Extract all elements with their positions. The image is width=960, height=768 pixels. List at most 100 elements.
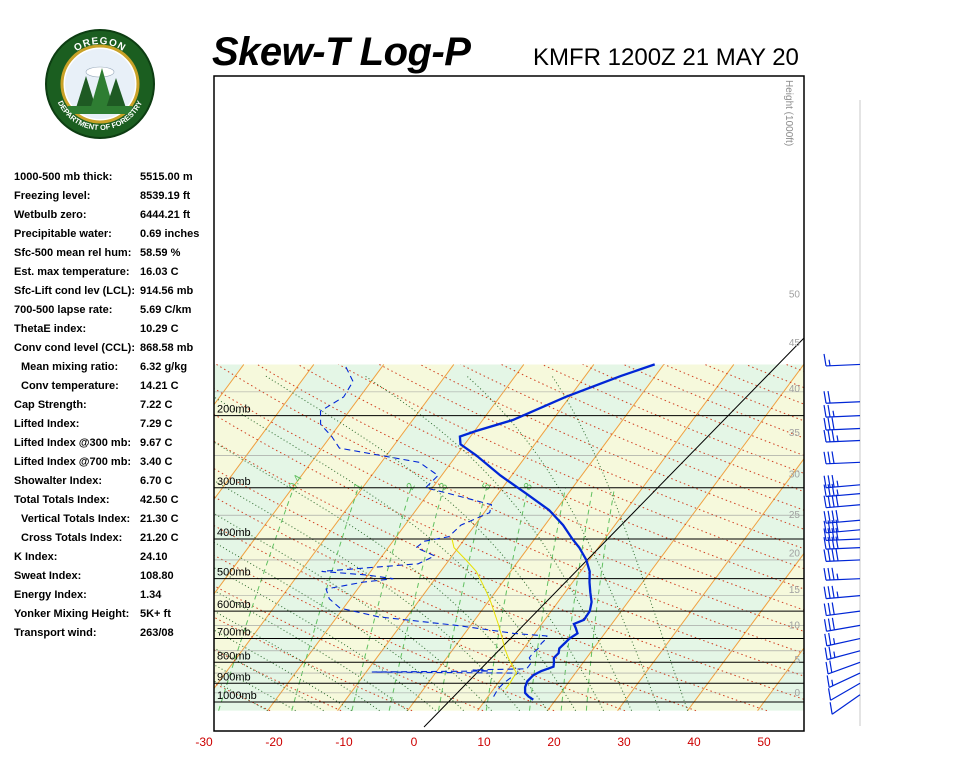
index-value: 0.69 inches bbox=[140, 228, 200, 240]
wind-barb-shaft bbox=[826, 415, 861, 418]
moist-adiabat-line bbox=[214, 680, 268, 712]
wind-barb bbox=[823, 494, 861, 509]
mixing-ratio-line bbox=[560, 487, 594, 711]
wind-barb-flag bbox=[824, 647, 828, 660]
index-row: Vertical Totals Index: 21.30 C bbox=[14, 510, 214, 529]
wind-barb-flag bbox=[823, 619, 828, 632]
index-label: ThetaE index: bbox=[14, 323, 87, 335]
isotherm-line bbox=[214, 364, 385, 595]
index-label: Sfc-Lift cond lev (LCL): bbox=[14, 285, 135, 297]
temperature-tick-label: -30 bbox=[195, 735, 213, 749]
mixing-ratio-line bbox=[291, 487, 359, 711]
isotherm-line bbox=[687, 552, 804, 711]
wind-barb-flag bbox=[823, 417, 827, 431]
wind-barb-flag bbox=[823, 528, 827, 541]
isotherm-line bbox=[214, 364, 455, 690]
index-value: 7.22 C bbox=[140, 399, 173, 411]
index-label: Cross Totals Index: bbox=[21, 532, 123, 544]
wind-barb-half-flag bbox=[833, 651, 836, 658]
wind-barb-flag bbox=[831, 429, 835, 442]
isotherm-line bbox=[547, 364, 804, 711]
wind-barb-shaft bbox=[826, 637, 861, 647]
temperature-tick-label: -10 bbox=[335, 735, 353, 749]
index-row: Sweat Index: 108.80 bbox=[14, 567, 214, 586]
wind-barb-flag bbox=[835, 510, 839, 523]
wind-barb-flag bbox=[824, 633, 828, 646]
wind-barb-half-flag bbox=[836, 573, 839, 580]
index-label: Conv cond level (CCL): bbox=[14, 342, 136, 354]
wind-barb-shaft bbox=[826, 538, 861, 542]
mixing-ratio-line bbox=[351, 487, 412, 711]
wind-barb-shaft bbox=[826, 578, 861, 581]
pressure-tick-label: 1000mb bbox=[217, 690, 257, 702]
chart-title: Skew-T Log-P bbox=[212, 30, 471, 74]
wind-barb-flag bbox=[827, 688, 832, 701]
index-row: Freezing level: 8539.19 ft bbox=[14, 187, 214, 206]
index-row: 700-500 lapse rate: 5.69 C/km bbox=[14, 301, 214, 320]
index-label: Sweat Index: bbox=[14, 570, 82, 582]
oregon-forestry-logo: OREGON DEPARTMENT OF FORESTRY bbox=[44, 28, 156, 140]
height-tick-label: 10 bbox=[789, 621, 801, 632]
index-row: Showalter Index: 6.70 C bbox=[14, 472, 214, 491]
isotherm-line bbox=[407, 364, 665, 711]
index-value: 6.70 C bbox=[140, 475, 173, 487]
wind-barb-flag bbox=[831, 483, 835, 496]
isotherm-band bbox=[0, 364, 34, 710]
wind-barb-flag bbox=[831, 567, 835, 580]
index-row: Energy Index: 1.34 bbox=[14, 586, 214, 605]
wind-barb-flag bbox=[823, 511, 827, 524]
temperature-tick-label: 10 bbox=[477, 735, 491, 749]
wind-barb-flag bbox=[831, 536, 835, 549]
wind-barb-shaft bbox=[830, 682, 861, 701]
wind-barb-flag bbox=[835, 494, 839, 507]
wind-barb-shaft bbox=[826, 427, 861, 431]
wind-barb-flag bbox=[827, 510, 831, 523]
index-value: 1.34 bbox=[140, 589, 162, 601]
wind-barb bbox=[829, 694, 861, 715]
wind-barb bbox=[823, 483, 861, 498]
temperature-tick-label: 0 bbox=[411, 735, 418, 749]
dry-adiabat-line bbox=[908, 364, 960, 710]
isotherm-line bbox=[0, 364, 104, 710]
pressure-tick-label: 900mb bbox=[217, 671, 251, 683]
wind-barb bbox=[823, 527, 861, 542]
wind-barb-flag bbox=[823, 495, 827, 508]
wind-barb-flag bbox=[823, 429, 827, 443]
temperature-tick-label: 40 bbox=[687, 735, 701, 749]
index-value: 914.56 mb bbox=[140, 285, 194, 297]
wind-barb-shaft bbox=[827, 650, 861, 661]
index-label: K Index: bbox=[14, 551, 58, 563]
wind-barb-flag bbox=[831, 417, 835, 430]
index-value: 8539.19 ft bbox=[140, 190, 191, 202]
wind-barb-half-flag bbox=[833, 638, 836, 645]
wind-barb-flag bbox=[829, 660, 833, 673]
wind-barb-half-flag bbox=[836, 480, 839, 487]
wind-barb-flag bbox=[827, 475, 831, 488]
wind-barb-flag bbox=[827, 404, 831, 418]
index-label: Est. max temperature: bbox=[14, 266, 130, 278]
index-value: 16.03 C bbox=[140, 266, 179, 278]
wind-barb-flag bbox=[827, 484, 831, 497]
pressure-tick-label: 300mb bbox=[217, 476, 251, 488]
isotherm-line bbox=[0, 364, 34, 710]
wind-barb bbox=[823, 602, 861, 617]
index-value: 868.58 mb bbox=[140, 342, 194, 354]
index-row: ThetaE index: 10.29 C bbox=[14, 320, 214, 339]
index-label: Yonker Mixing Height: bbox=[14, 608, 130, 620]
mixing-ratio-line bbox=[218, 487, 295, 711]
index-label: Total Totals Index: bbox=[14, 494, 110, 506]
wind-barb-flag bbox=[827, 549, 831, 562]
index-row: Est. max temperature: 16.03 C bbox=[14, 263, 214, 282]
height-tick-label: 35 bbox=[789, 428, 801, 439]
isotherm-line bbox=[757, 647, 804, 711]
height-tick-label: 5 bbox=[794, 655, 800, 666]
wind-barb-half-flag bbox=[831, 679, 834, 686]
wind-barb-shaft bbox=[826, 439, 861, 443]
index-value: 3.40 C bbox=[140, 456, 173, 468]
wind-barb-shaft bbox=[828, 672, 861, 688]
wind-barb-flag bbox=[831, 585, 835, 598]
index-label: Wetbulb zero: bbox=[14, 209, 87, 221]
isotherm-line bbox=[214, 364, 245, 406]
wind-barb bbox=[823, 451, 861, 465]
height-tick-label: 30 bbox=[789, 470, 801, 481]
